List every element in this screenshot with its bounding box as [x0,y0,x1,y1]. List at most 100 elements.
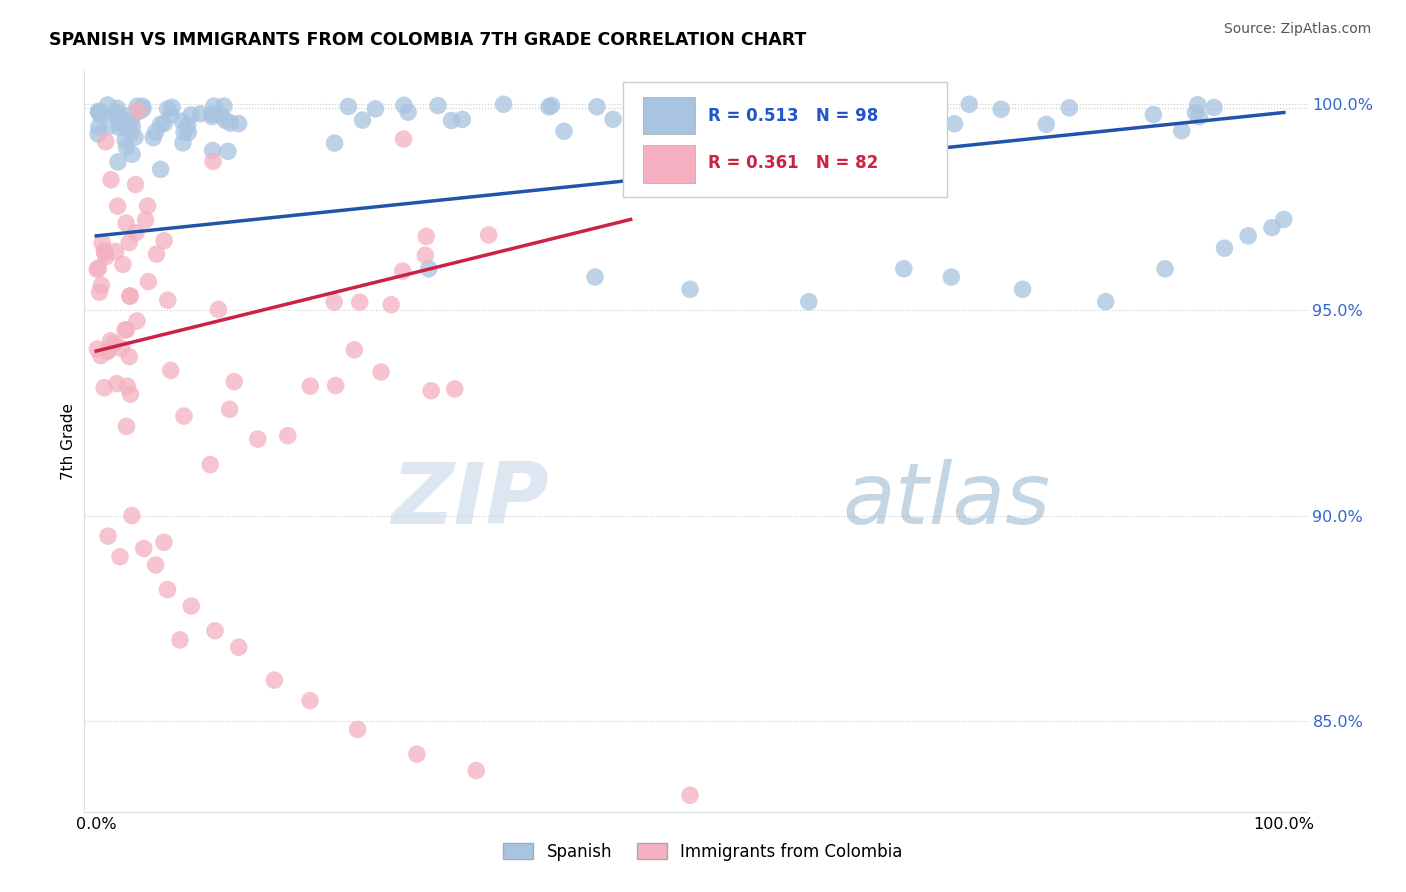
Point [91,235,114,250]
Point [105,101,128,115]
Point [125,226,148,240]
Point [602,112,624,127]
Point [943,117,966,131]
Point [105,110,128,124]
Point [127,103,149,118]
Point [111,342,134,356]
Point [177,118,200,132]
Point [323,136,346,150]
Point [553,124,575,138]
Point [149,117,172,131]
Point [145,247,167,261]
Point [120,126,142,140]
Point [108,120,131,135]
FancyBboxPatch shape [623,82,946,197]
Point [159,363,181,377]
Point [93,381,115,395]
Point [107,199,129,213]
Bar [644,97,695,135]
Point [427,98,450,112]
Point [111,257,134,271]
Point [120,387,142,401]
Point [173,125,195,139]
Point [115,323,138,337]
Point [679,789,702,803]
Point [492,97,515,112]
Point [87,105,110,120]
Point [818,99,841,113]
Point [413,248,436,262]
Point [90,278,112,293]
Point [132,102,155,116]
Point [90,106,112,120]
Point [117,379,139,393]
Point [87,260,110,275]
Point [156,582,179,597]
Point [1213,241,1236,255]
Point [1011,282,1033,296]
Bar [644,145,695,183]
Point [124,130,146,145]
Point [124,178,146,192]
Point [224,375,246,389]
Point [105,376,128,391]
Point [202,99,225,113]
Point [392,132,415,146]
Point [100,172,122,186]
Point [114,120,136,135]
Point [380,298,402,312]
Point [121,147,143,161]
Point [396,105,419,120]
Point [1202,100,1225,114]
Point [96,344,118,359]
Point [128,104,150,119]
Point [114,323,136,337]
Point [299,379,322,393]
Point [135,212,157,227]
Point [120,289,142,303]
Point [156,293,179,307]
Point [87,127,110,141]
Point [125,314,148,328]
Point [153,234,176,248]
Point [1261,220,1284,235]
Point [149,162,172,177]
Text: SPANISH VS IMMIGRANTS FROM COLOMBIA 7TH GRADE CORRELATION CHART: SPANISH VS IMMIGRANTS FROM COLOMBIA 7TH … [49,31,807,49]
Point [105,105,128,120]
Point [337,99,360,113]
Point [263,673,285,687]
Point [142,130,165,145]
Point [325,378,347,392]
Point [990,102,1012,116]
Point [672,101,695,115]
Point [537,100,560,114]
Point [172,136,194,150]
Point [298,694,321,708]
Point [346,723,368,737]
Point [104,244,127,259]
Point [97,344,120,359]
Point [217,145,239,159]
Point [465,764,488,778]
Point [173,409,195,423]
Point [766,98,789,112]
Point [97,98,120,112]
Point [478,227,501,242]
Point [97,529,120,543]
Point [107,155,129,169]
Point [679,282,702,296]
Point [93,244,115,258]
Point [343,343,366,357]
Point [941,270,963,285]
Point [1237,228,1260,243]
Point [94,250,117,264]
Point [114,118,136,132]
Point [1188,110,1211,124]
Point [103,336,125,351]
Point [1272,212,1295,227]
Point [118,289,141,303]
Point [1187,97,1209,112]
Point [118,235,141,250]
Point [105,108,128,122]
Point [160,100,183,114]
